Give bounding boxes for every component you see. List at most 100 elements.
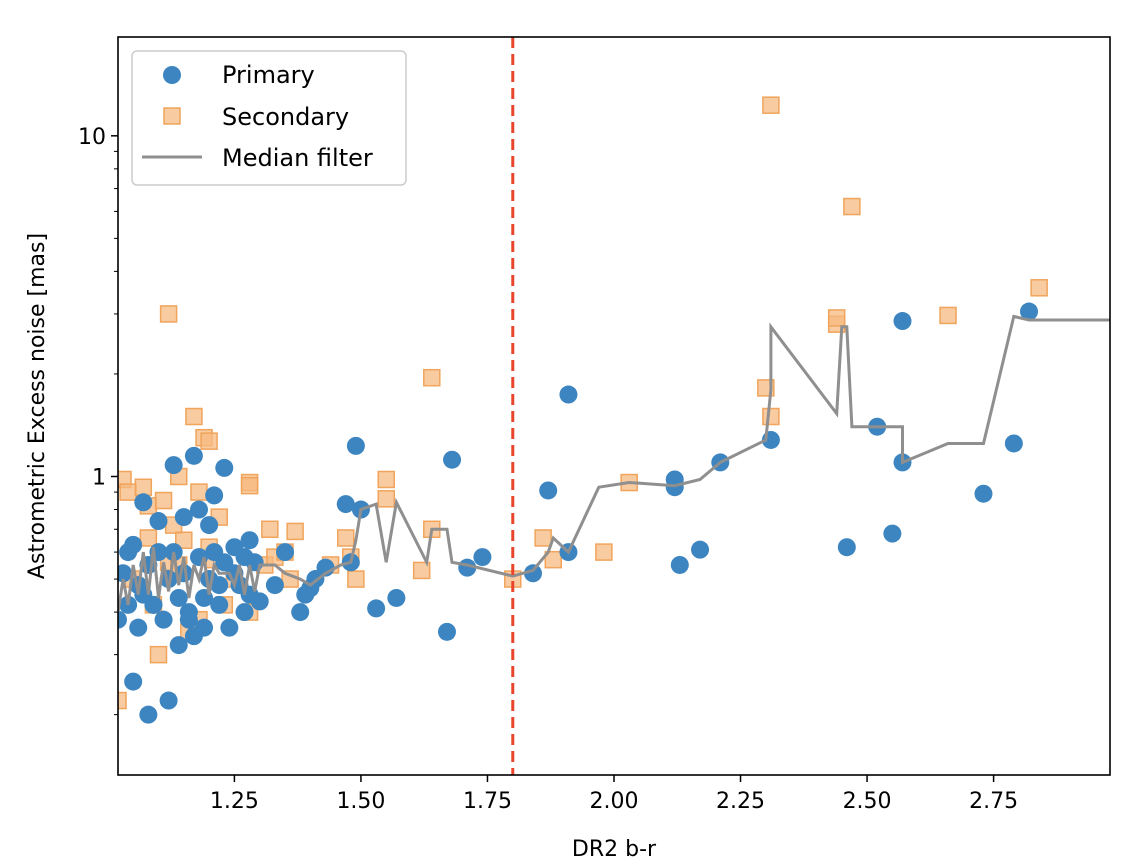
secondary-point	[261, 520, 279, 539]
primary-point	[124, 672, 143, 691]
primary-point	[367, 599, 386, 618]
primary-point	[124, 535, 143, 554]
legend: Primary Secondary Median filter	[131, 50, 407, 186]
primary-point	[346, 436, 365, 455]
x-tick-label: 2.25	[716, 789, 765, 814]
secondary-point	[544, 550, 563, 569]
secondary-point	[1030, 279, 1048, 297]
primary-point	[265, 576, 284, 595]
x-tick-label: 1.50	[336, 789, 385, 814]
secondary-point	[159, 305, 178, 323]
primary-point	[665, 478, 684, 497]
secondary-point	[762, 96, 780, 114]
primary-point	[336, 495, 355, 514]
primary-point	[837, 538, 856, 557]
y-tick-label: 1	[92, 466, 106, 491]
secondary-point	[149, 645, 168, 664]
secondary-point	[200, 432, 218, 450]
primary-point	[149, 512, 168, 531]
primary-point	[144, 595, 163, 614]
primary-point	[250, 592, 269, 611]
x-tick-label: 2.50	[843, 789, 892, 814]
median-filter-series	[118, 314, 1110, 613]
primary-point	[691, 540, 710, 559]
primary-point	[291, 603, 310, 622]
legend-primary-label: Primary	[222, 61, 315, 89]
secondary-point	[347, 570, 365, 588]
primary-point	[559, 385, 578, 404]
secondary-point	[843, 197, 861, 216]
secondary-point	[119, 483, 137, 501]
legend-box	[131, 50, 407, 186]
legend-secondary-marker	[163, 107, 181, 125]
secondary-point	[118, 691, 127, 710]
secondary-point	[175, 531, 193, 549]
primary-point	[524, 564, 543, 583]
plot-frame	[117, 36, 1111, 776]
primary-point	[893, 312, 912, 331]
primary-point	[174, 508, 193, 527]
secondary-point	[134, 478, 153, 496]
secondary-point	[286, 522, 304, 541]
primary-point	[437, 622, 456, 641]
secondary-point	[377, 470, 395, 489]
primary-point	[200, 516, 219, 535]
primary-point	[210, 595, 229, 614]
primary-point	[169, 636, 188, 655]
secondary-point	[190, 483, 208, 501]
primary-point	[1020, 302, 1039, 321]
x-tick-label: 2.00	[590, 789, 639, 814]
secondary-point	[827, 309, 846, 327]
primary-point	[235, 603, 254, 622]
secondary-point	[939, 306, 957, 325]
primary-point	[220, 618, 239, 637]
primary-point	[159, 691, 178, 710]
secondary-point	[762, 407, 780, 426]
primary-point	[195, 618, 214, 637]
y-axis-label: Astrometric Excess noise [mas]	[25, 233, 50, 579]
legend-median-label: Median filter	[222, 144, 373, 172]
x-tick-label: 1.75	[463, 789, 512, 814]
primary-point	[164, 456, 183, 475]
primary-point	[134, 493, 153, 512]
x-axis-ticks: 1.25 1.50 1.75 2.00 2.25 2.50 2.75	[210, 775, 1018, 814]
secondary-point	[534, 529, 552, 547]
secondary-point	[240, 476, 259, 495]
primary-point	[240, 531, 259, 550]
primary-point	[179, 610, 198, 629]
primary-point	[473, 548, 492, 567]
primary-point	[129, 618, 148, 637]
primary-point	[443, 450, 462, 469]
x-tick-label: 2.75	[969, 789, 1018, 814]
y-tick-label: 10	[78, 125, 106, 150]
primary-point	[159, 570, 178, 589]
primary-point	[215, 458, 234, 477]
secondary-point	[154, 491, 173, 510]
plot-area	[118, 37, 1110, 775]
primary-point	[118, 610, 127, 629]
primary-point	[154, 610, 173, 629]
median-filter-line	[118, 314, 1110, 613]
legend-primary-marker	[163, 66, 181, 84]
primary-point	[1004, 434, 1023, 453]
primary-point	[974, 484, 993, 503]
secondary-point	[337, 529, 355, 547]
secondary-point	[377, 490, 395, 508]
primary-point	[118, 564, 133, 583]
secondary-point	[412, 561, 431, 580]
primary-point	[205, 486, 224, 505]
primary-point	[139, 705, 158, 724]
secondary-point	[139, 529, 158, 547]
secondary-point	[595, 543, 613, 561]
primary-point	[184, 446, 203, 465]
primary-point	[169, 588, 188, 607]
secondary-point	[423, 368, 441, 387]
primary-point	[387, 588, 406, 607]
primary-point	[210, 576, 229, 595]
primary-point	[276, 543, 295, 562]
primary-point	[883, 524, 902, 543]
x-tick-label: 1.25	[210, 789, 259, 814]
secondary-point	[185, 407, 203, 426]
legend-secondary-label: Secondary	[222, 103, 349, 131]
